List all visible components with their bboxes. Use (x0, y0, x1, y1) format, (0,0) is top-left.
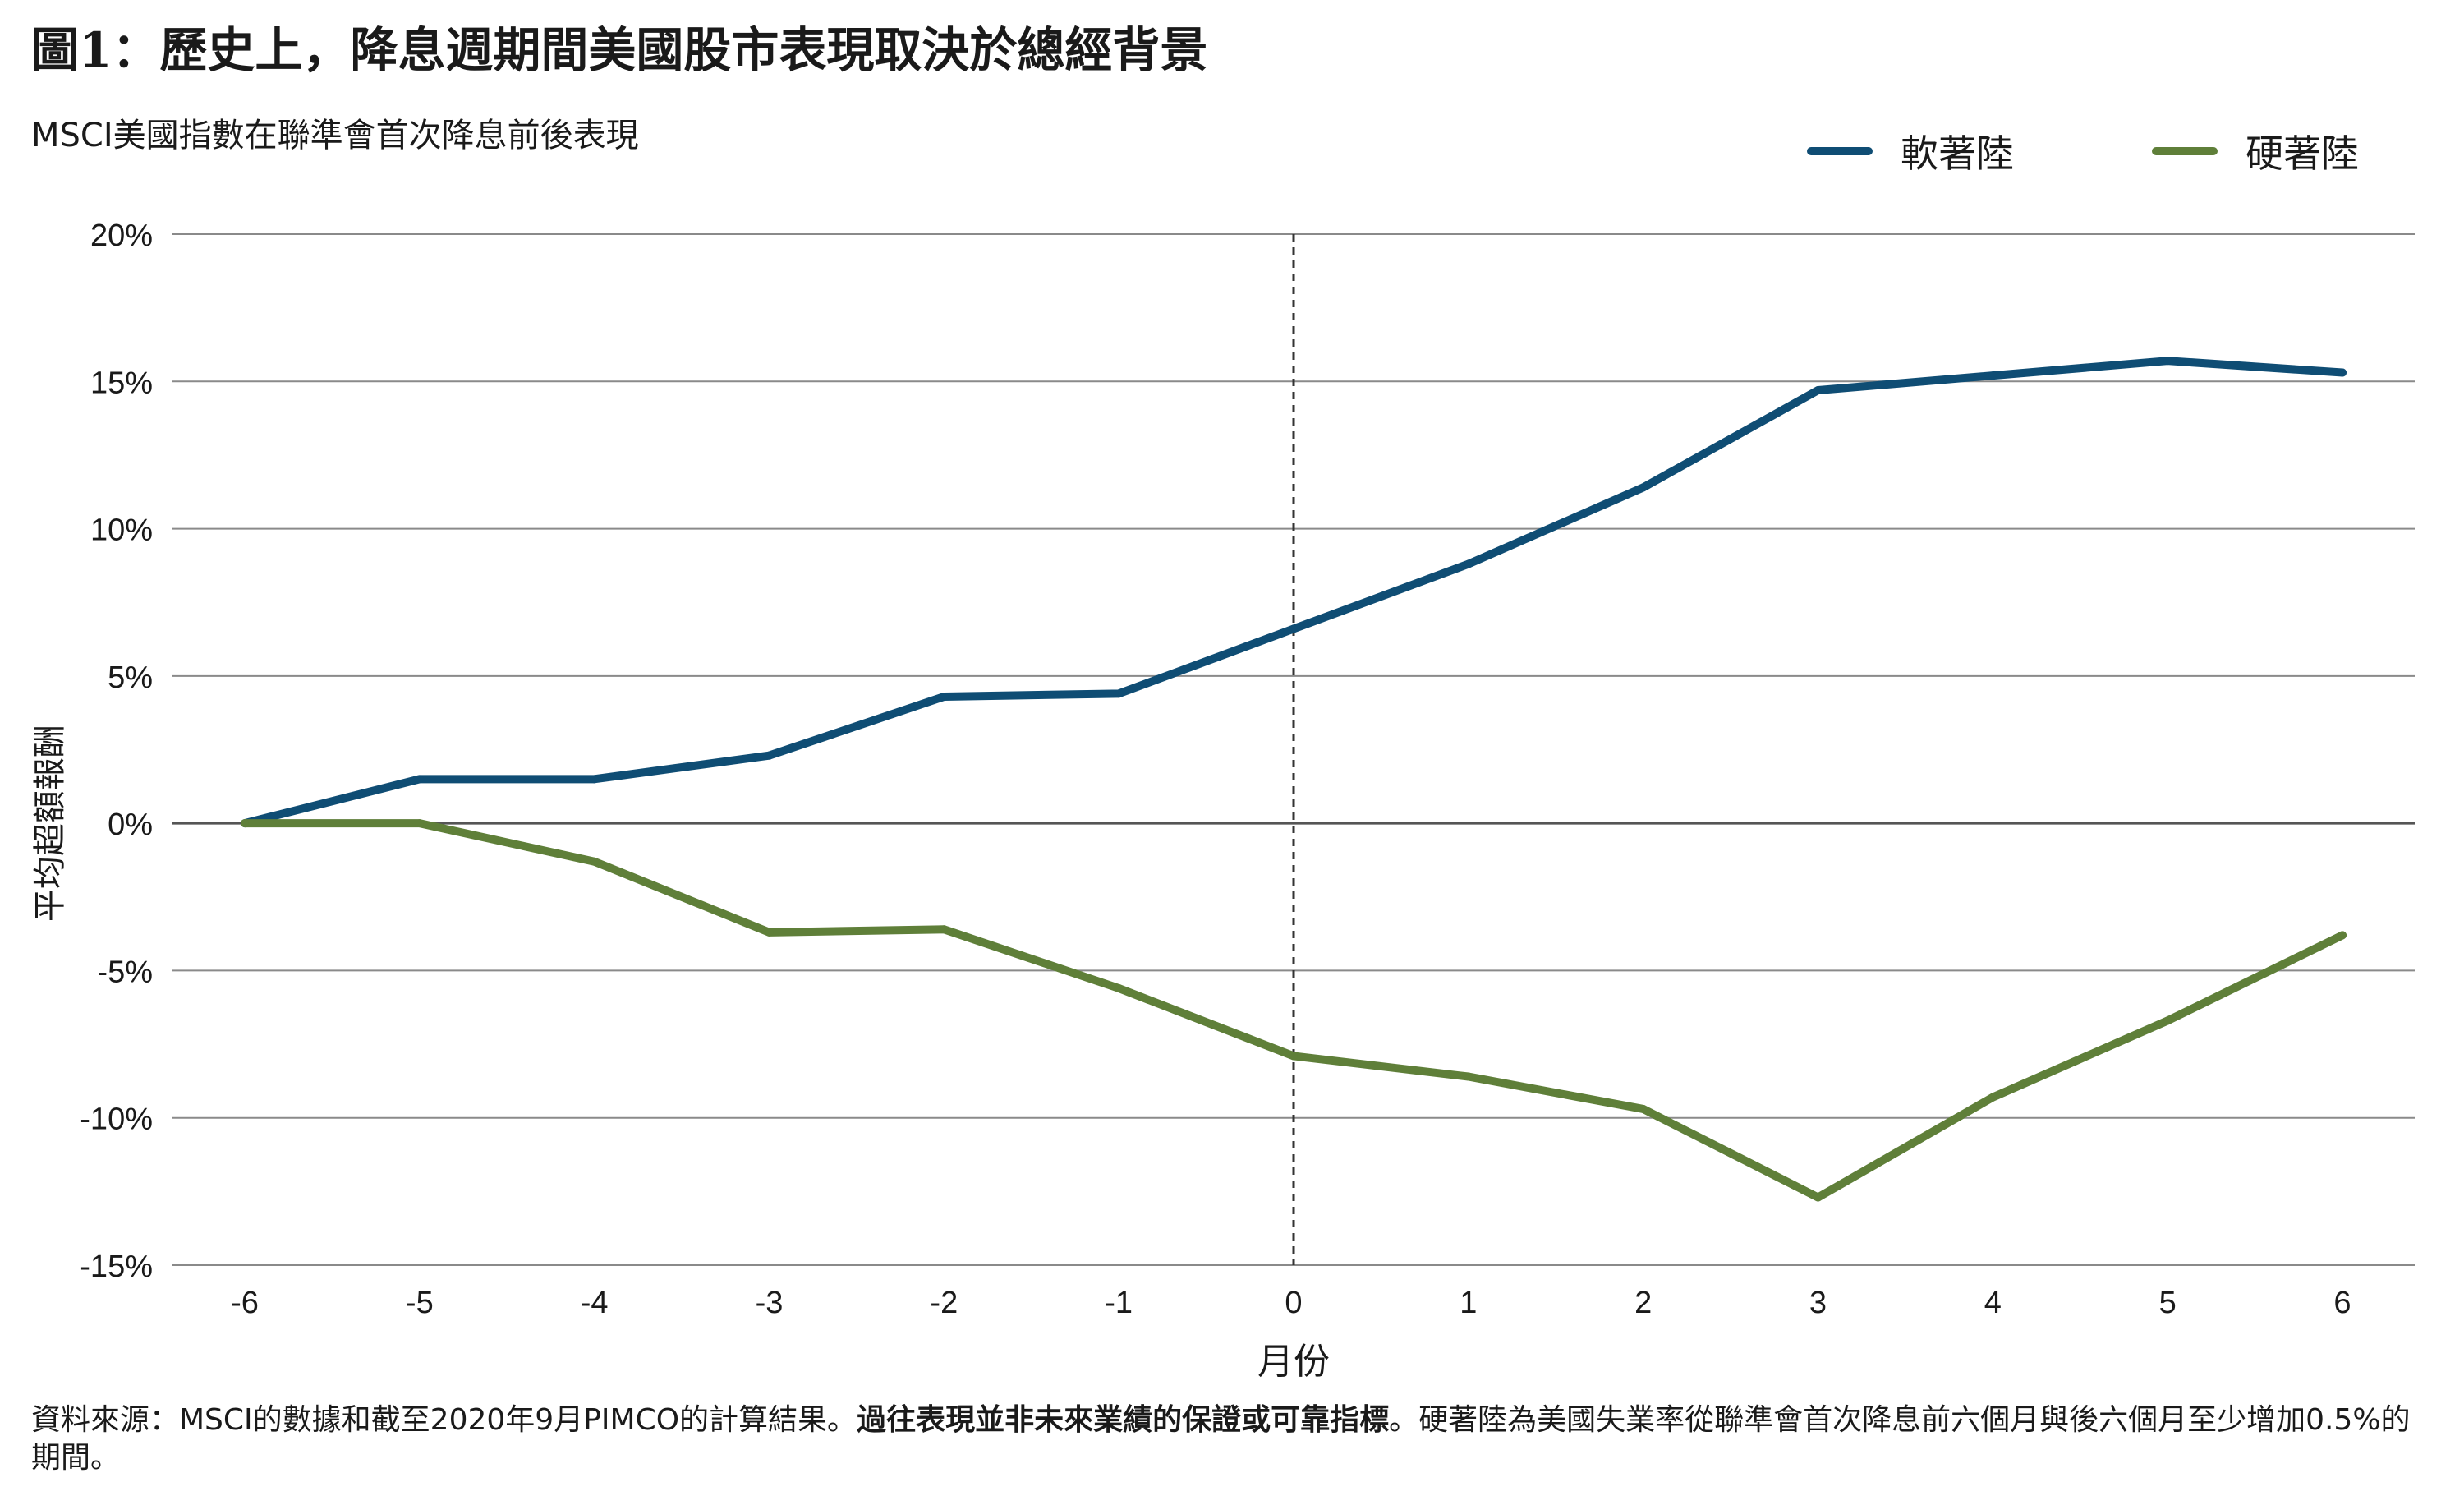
data-point-soft-landing (940, 692, 949, 701)
y-tick-label: -10% (80, 1102, 153, 1137)
line-chart: -15% -10% -5% 0% 5% 10% 15% 20% -6 -5 -4 -3 -2 -1 0 1 2 3… (31, 219, 2415, 1383)
footnote-definition: 。硬著陸為美國失業率從聯準會首次降息前六個月與後六個月至少增加0.5%的期間。 (31, 1403, 2411, 1475)
legend-label-hard-landing: 硬著陸 (2246, 131, 2359, 176)
footnote-source: 資料來源：MSCI的數據和截至2020年9月PIMCO的計算結果。 (31, 1403, 857, 1437)
x-tick-label: 4 (1984, 1286, 2002, 1320)
y-tick-label: 20% (90, 219, 153, 253)
data-point-soft-landing (415, 775, 424, 784)
data-point-soft-landing (1639, 483, 1648, 492)
data-point-soft-landing (1115, 689, 1124, 698)
data-point-hard-landing (765, 928, 774, 937)
legend-swatch-soft-landing (1807, 147, 1873, 155)
y-tick-label: 15% (90, 366, 153, 400)
data-point-soft-landing (1988, 371, 1997, 380)
x-tick-label: -1 (1105, 1286, 1133, 1320)
x-tick-label: 5 (2159, 1286, 2177, 1320)
data-point-hard-landing (2163, 1016, 2172, 1025)
x-tick-label: 6 (2333, 1286, 2351, 1320)
data-point-soft-landing (765, 751, 774, 760)
legend-label-soft-landing: 軟著陸 (1901, 131, 2014, 176)
y-tick-label: -15% (80, 1250, 153, 1284)
chart-subtitle: MSCI美國指數在聯準會首次降息前後表現 (31, 117, 639, 154)
x-tick-label: 3 (1809, 1286, 1827, 1320)
data-point-hard-landing (415, 819, 424, 828)
x-tick-label: 2 (1634, 1286, 1652, 1320)
chart-title: 圖1：歷史上，降息週期間美國股市表現取決於總經背景 (31, 22, 1208, 78)
y-axis-label: 平均超額報酬 (31, 725, 69, 922)
y-tick-label: -5% (97, 955, 153, 989)
footnote-disclaimer: 過往表現並非未來業績的保證或可靠指標 (857, 1403, 1390, 1437)
data-point-hard-landing (1464, 1072, 1473, 1081)
data-point-hard-landing (940, 925, 949, 934)
legend-swatch-hard-landing (2152, 147, 2218, 155)
data-point-soft-landing (1289, 624, 1298, 633)
data-point-soft-landing (1464, 559, 1473, 568)
x-tick-label: -6 (231, 1286, 259, 1320)
data-point-hard-landing (590, 857, 599, 866)
data-point-hard-landing (1115, 983, 1124, 992)
data-point-hard-landing (1988, 1093, 1997, 1102)
data-point-hard-landing (2338, 931, 2347, 940)
x-tick-label: 0 (1285, 1286, 1302, 1320)
data-point-hard-landing (241, 819, 249, 828)
legend-item-hard-landing: 硬著陸 (2152, 128, 2359, 176)
y-tick-label: 5% (108, 661, 153, 695)
data-point-soft-landing (2338, 368, 2347, 377)
x-tick-label: -5 (406, 1286, 434, 1320)
x-tick-label: -4 (581, 1286, 609, 1320)
legend-item-soft-landing: 軟著陸 (1807, 128, 2014, 176)
data-point-hard-landing (1814, 1193, 1823, 1202)
data-point-soft-landing (2163, 357, 2172, 366)
x-tick-label: 1 (1460, 1286, 1477, 1320)
y-tick-label: 0% (108, 808, 153, 842)
x-axis-label: 月份 (1257, 1341, 1330, 1383)
data-point-soft-landing (590, 775, 599, 784)
data-point-hard-landing (1639, 1104, 1648, 1113)
data-point-soft-landing (1814, 386, 1823, 395)
y-tick-label: 10% (90, 513, 153, 548)
x-tick-label: -3 (756, 1286, 784, 1320)
footnote: 資料來源：MSCI的數據和截至2020年9月PIMCO的計算結果。過往表現並非未… (31, 1402, 2438, 1477)
data-point-hard-landing (1289, 1052, 1298, 1061)
x-tick-label: -2 (930, 1286, 958, 1320)
